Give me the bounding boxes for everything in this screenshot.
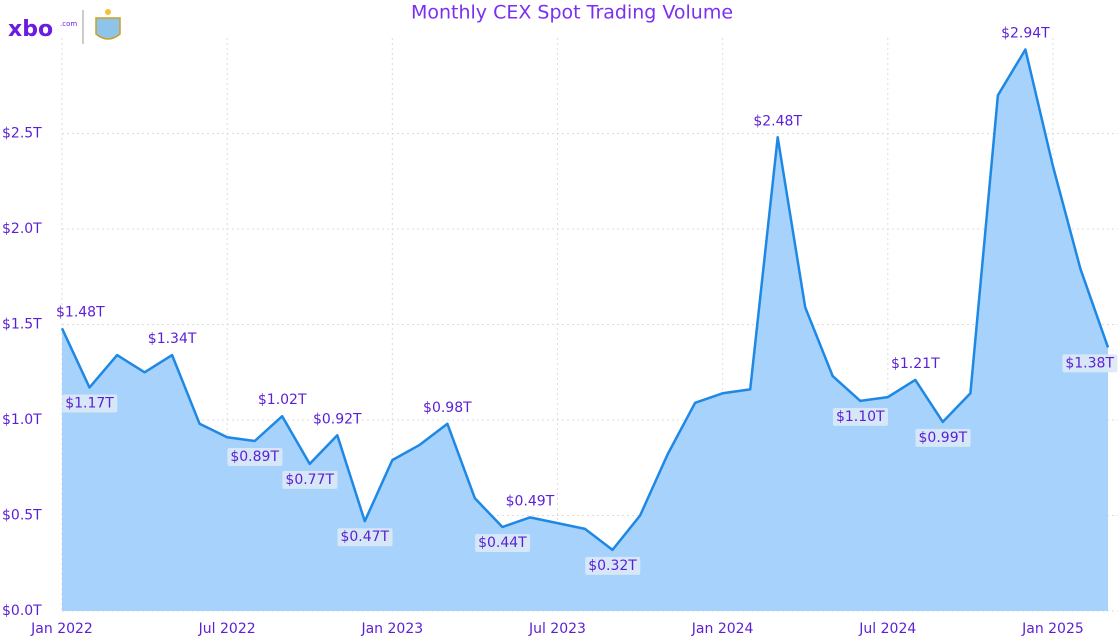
x-tick-label: Jan 2024: [691, 621, 754, 637]
data-label: $1.17T: [65, 396, 114, 412]
x-tick-label: Jan 2023: [360, 621, 423, 637]
data-label: $1.21T: [891, 356, 940, 372]
data-label: $0.44T: [478, 535, 527, 551]
label-box: [915, 428, 971, 447]
x-tick-label: Jul 2022: [198, 621, 256, 637]
data-label: $1.48T: [56, 304, 105, 320]
label-box: [62, 394, 118, 413]
x-tick-label: Jul 2023: [528, 621, 586, 637]
data-label: $0.32T: [588, 558, 637, 574]
label-box: [832, 407, 889, 426]
data-label: $0.99T: [919, 430, 968, 446]
data-label: $2.94T: [1001, 25, 1050, 41]
y-tick-label: $2.0T: [2, 221, 42, 237]
data-label: $0.47T: [340, 529, 389, 545]
label-box: [475, 533, 531, 552]
chart-title: Monthly CEX Spot Trading Volume: [411, 2, 733, 24]
data-label: $0.89T: [230, 449, 279, 465]
label-box: [282, 470, 338, 489]
label-box: [227, 448, 283, 467]
area-fill: [62, 49, 1108, 611]
label-box: [337, 528, 393, 547]
data-label: $0.98T: [423, 400, 472, 416]
label-box: [585, 556, 641, 575]
data-label: $1.10T: [836, 409, 885, 425]
x-tick-label: Jul 2024: [858, 621, 916, 637]
x-tick-label: Jan 2025: [1021, 621, 1084, 637]
logo: xbo: [8, 17, 53, 42]
y-tick-label: $1.5T: [2, 317, 42, 333]
data-label: $1.34T: [148, 331, 197, 347]
data-label: $0.92T: [313, 411, 362, 427]
y-tick-label: $1.0T: [2, 412, 42, 428]
data-label: $0.77T: [285, 472, 334, 488]
data-label: $1.38T: [1065, 355, 1114, 371]
data-label: $2.48T: [753, 113, 802, 129]
data-label: $0.49T: [506, 493, 555, 509]
logo-suffix: .com: [60, 20, 77, 28]
data-label: $1.02T: [258, 392, 307, 408]
y-tick-label: $0.0T: [2, 603, 42, 619]
emblem: [95, 9, 121, 40]
x-tick-label: Jan 2022: [30, 621, 93, 637]
label-box: [1062, 354, 1118, 373]
y-tick-label: $2.5T: [2, 126, 42, 142]
y-tick-label: $0.5T: [2, 508, 42, 524]
line: [60, 48, 1110, 552]
